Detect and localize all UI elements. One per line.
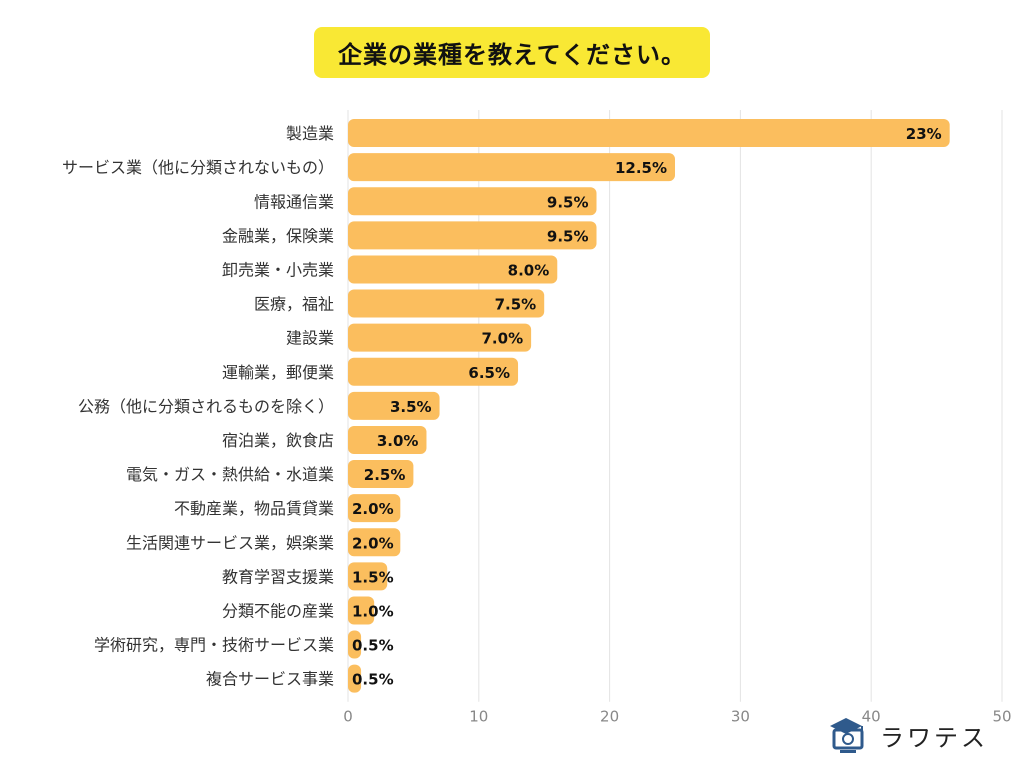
- chart-title: 企業の業種を教えてください。: [314, 27, 710, 78]
- category-label: 教育学習支援業: [222, 567, 334, 586]
- value-label: 2.0%: [352, 534, 394, 552]
- bar: [348, 221, 597, 250]
- value-label: 8.0%: [508, 261, 550, 279]
- x-tick-label: 30: [731, 708, 750, 726]
- bar: [348, 494, 401, 523]
- value-label: 1.0%: [352, 602, 394, 620]
- logo-text: ラワテス: [880, 724, 988, 752]
- bar: [348, 630, 362, 659]
- category-label: 分類不能の産業: [222, 601, 334, 620]
- x-tick-label: 20: [600, 708, 619, 726]
- value-label: 1.5%: [352, 568, 394, 586]
- logo: ラワテス: [826, 714, 996, 754]
- value-label: 3.0%: [377, 432, 419, 450]
- bar: [348, 323, 532, 352]
- category-label: 複合サービス事業: [206, 670, 334, 689]
- bar: [348, 664, 362, 693]
- value-label: 2.0%: [352, 500, 394, 518]
- bar: [348, 289, 545, 318]
- value-label: 23%: [906, 125, 942, 143]
- bar: [348, 391, 440, 420]
- category-label: 建設業: [286, 329, 334, 348]
- bar: [348, 425, 427, 454]
- bar: [348, 596, 375, 625]
- value-label: 9.5%: [547, 227, 589, 245]
- value-label: 9.5%: [547, 193, 589, 211]
- category-label: 電気・ガス・熱供給・水道業: [126, 465, 334, 484]
- x-tick-label: 40: [862, 708, 881, 726]
- category-label: サービス業（他に分類されないもの）: [62, 158, 334, 177]
- bar: [348, 153, 675, 182]
- value-label: 3.5%: [390, 398, 432, 416]
- x-tick-label: 50: [992, 708, 1011, 726]
- x-tick-label: 0: [343, 708, 353, 726]
- category-label: 医療，福祉: [254, 295, 334, 314]
- bar: [348, 460, 414, 489]
- bar: [348, 562, 388, 591]
- x-tick-label: 10: [469, 708, 488, 726]
- value-label: 7.0%: [482, 330, 524, 348]
- value-label: 0.5%: [352, 637, 394, 655]
- category-label: 宿泊業，飲食店: [222, 431, 334, 450]
- value-label: 2.5%: [364, 466, 406, 484]
- category-label: 不動産業，物品賃貸業: [174, 499, 334, 518]
- category-label: 卸売業・小売業: [222, 260, 334, 279]
- category-label: 公務（他に分類されるものを除く）: [78, 397, 334, 416]
- value-label: 0.5%: [352, 671, 394, 689]
- bar: [348, 255, 558, 284]
- bar: [348, 528, 401, 557]
- value-label: 7.5%: [495, 296, 537, 314]
- category-label: 学術研究，専門・技術サービス業: [94, 636, 334, 655]
- bar: [348, 119, 950, 148]
- category-label: 製造業: [286, 124, 334, 143]
- bar: [348, 187, 597, 216]
- category-label: 金融業，保険業: [222, 226, 334, 245]
- category-label: 運輸業，郵便業: [222, 363, 334, 382]
- value-label: 12.5%: [615, 159, 667, 177]
- category-label: 生活関連サービス業，娯楽業: [126, 533, 334, 552]
- value-label: 6.5%: [468, 364, 510, 382]
- bar: [348, 357, 519, 386]
- category-label: 情報通信業: [254, 192, 334, 211]
- logo-icon: [830, 718, 864, 753]
